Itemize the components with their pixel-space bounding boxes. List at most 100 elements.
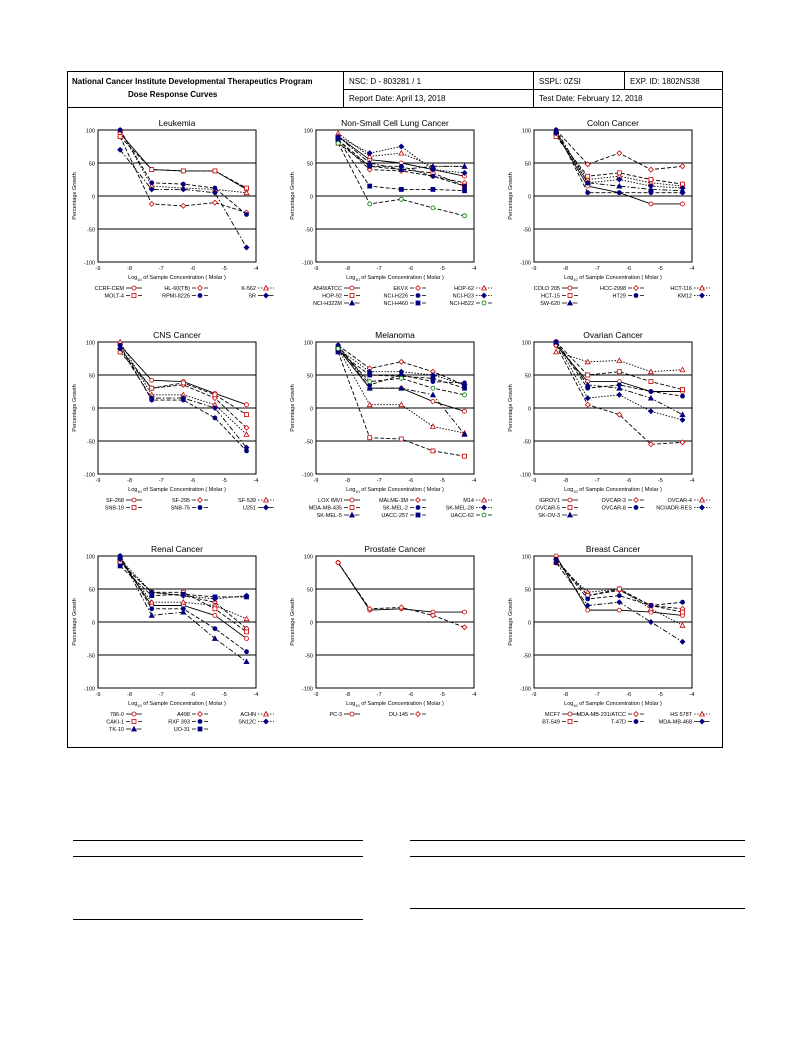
data-point: [348, 299, 356, 306]
panel-non-small-cell-lung-cancer: Non-Small Cell Lung Cancer100500-50-100-…: [290, 118, 492, 307]
data-point: [430, 448, 436, 454]
y-tick-label: -50: [523, 654, 531, 660]
data-point: [398, 604, 405, 611]
x-tick-label: -6: [408, 266, 413, 272]
y-tick-label: 0: [92, 195, 95, 201]
data-point: [616, 190, 622, 196]
data-point: [566, 511, 574, 518]
y-tick-label: 50: [307, 374, 313, 380]
x-tick-label: -6: [408, 692, 413, 698]
data-point: [244, 636, 249, 641]
data-point: [148, 186, 155, 193]
y-tick-label: 100: [522, 129, 531, 135]
panel-title: Renal Cancer: [151, 544, 203, 554]
series-line: [555, 345, 683, 445]
data-point: [633, 497, 639, 503]
x-tick-label: -8: [345, 478, 350, 484]
data-point: [616, 384, 623, 391]
data-point: [679, 411, 686, 418]
x-tick-label: -8: [127, 692, 132, 698]
series-sf-539: [117, 338, 250, 437]
legend-label: MCF7: [545, 712, 560, 718]
legend-label: MDA-MB-231/ATCC: [577, 712, 626, 718]
panel-breast-cancer: Breast Cancer 100 50 0 -50 -100-9 -8 -7 -6 -5 -4 Pe…: [508, 544, 710, 726]
data-point: [462, 188, 467, 194]
y-tick-label: 0: [528, 407, 531, 413]
data-point: [180, 608, 187, 615]
y-tick-label: 0: [310, 621, 313, 627]
data-point: [243, 444, 250, 451]
data-point: [244, 412, 249, 418]
legend-label: SK-MEL-5: [317, 513, 342, 519]
data-point: [584, 395, 591, 402]
data-point: [180, 591, 186, 597]
data-point: [553, 348, 560, 355]
data-point: [398, 166, 405, 172]
data-point: [180, 395, 187, 402]
x-tick-label: -5: [440, 692, 445, 698]
data-point: [429, 391, 436, 398]
data-point: [197, 726, 203, 732]
x-tick-label: -6: [626, 478, 631, 484]
data-point: [131, 711, 137, 717]
data-point: [584, 401, 591, 408]
y-tick-label: 50: [307, 162, 313, 168]
data-point: [415, 505, 421, 510]
x-tick-label: -4: [254, 266, 259, 272]
table-rule: [73, 919, 363, 920]
y-tick-label: -100: [84, 687, 95, 693]
legend-label: UACC-62: [450, 513, 474, 519]
x-axis-label: Log10 of Sample Concentration ( Molar ): [128, 701, 226, 708]
x-tick-label: -9: [532, 266, 537, 272]
y-axis-label: Percentage Growth: [72, 598, 78, 645]
data-point: [699, 718, 705, 725]
x-tick-label: -4: [690, 692, 695, 698]
data-point: [585, 596, 591, 602]
legend-label: UACC-257: [381, 513, 408, 519]
legend-label: UO-31: [174, 727, 190, 733]
x-tick-label: -7: [595, 692, 600, 698]
y-axis-label: Percentage Growth: [290, 598, 296, 645]
x-tick-label: -5: [222, 692, 227, 698]
y-axis-label: Percentage Growth: [508, 598, 514, 645]
data-point: [698, 284, 706, 291]
data-point: [680, 609, 685, 615]
legend-label: IGROV1: [539, 498, 560, 504]
data-point: [679, 163, 686, 170]
program-title: National Cancer Institute Developmental …: [72, 77, 313, 86]
x-tick-label: -6: [626, 692, 631, 698]
legend-label: EKVX: [393, 286, 408, 292]
x-axis-label: Log10 of Sample Concentration ( Molar ): [346, 275, 444, 282]
x-tick-label: -6: [626, 266, 631, 272]
panel-renal-cancer: Renal Cancer 100 50 0 -50 -100-9 -8 -7 -6 -5 -4 Per…: [72, 544, 274, 733]
legend-label: K-562: [241, 286, 256, 292]
data-point: [567, 711, 573, 717]
data-point: [430, 187, 436, 192]
data-point: [585, 190, 591, 196]
x-tick-label: -7: [159, 478, 164, 484]
y-tick-label: -100: [520, 261, 531, 267]
x-tick-label: -4: [472, 692, 477, 698]
series-line: [119, 341, 247, 435]
data-point: [180, 181, 186, 187]
legend: A549/ATCC EKVX HOP-62 HOP-92 NCI-H226 NCI-H23…: [313, 284, 492, 307]
data-point: [461, 624, 468, 631]
data-point: [679, 366, 686, 373]
x-tick-label: -9: [314, 478, 319, 484]
data-point: [130, 725, 138, 732]
data-point: [131, 497, 137, 503]
legend: 786-0 A498 ACHN CAKI-1 RXF 393 SN12C TK-10 UO-3…: [106, 710, 274, 733]
legend-label: BT-549: [542, 720, 560, 726]
x-tick-label: -8: [563, 478, 568, 484]
data-point: [263, 292, 269, 299]
x-tick-label: -4: [472, 478, 477, 484]
data-point: [212, 185, 218, 191]
data-point: [462, 392, 467, 398]
panel-title: Colon Cancer: [587, 118, 639, 128]
legend-label: HCT-15: [541, 294, 560, 300]
data-point: [647, 408, 654, 415]
data-point: [633, 285, 639, 291]
legend-label: RPMI-8226: [162, 294, 190, 300]
data-point: [430, 173, 436, 179]
